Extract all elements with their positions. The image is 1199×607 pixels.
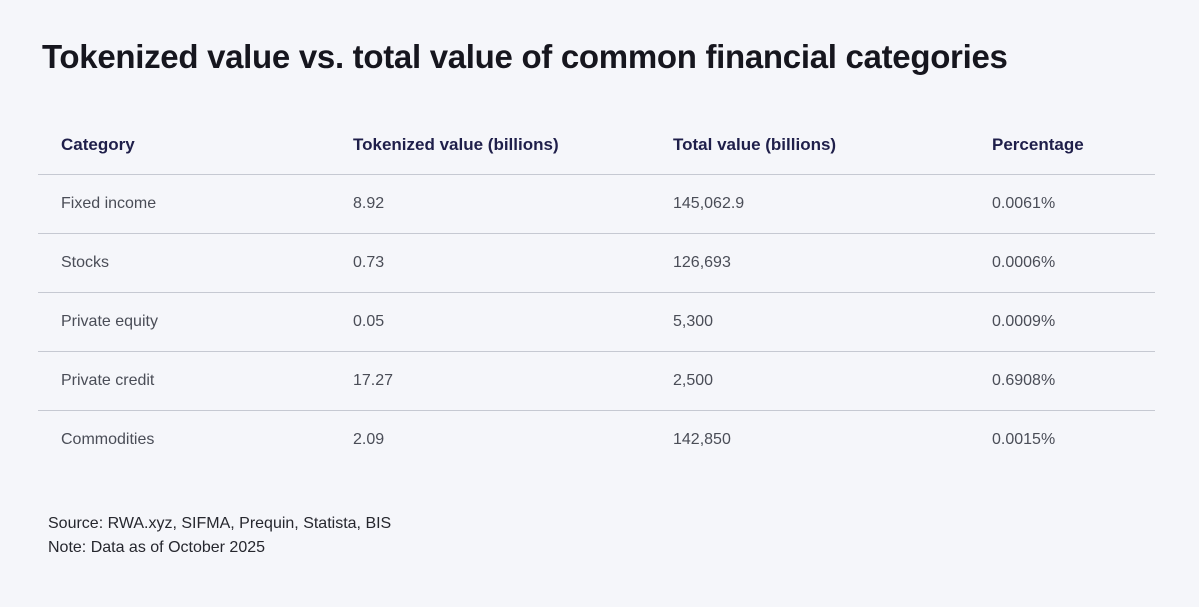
- cell-percentage: 0.0009%: [992, 292, 1155, 352]
- header-percentage: Percentage: [992, 116, 1155, 175]
- cell-total-value: 126,693: [673, 233, 992, 293]
- cell-tokenized-value: 0.05: [353, 292, 673, 352]
- cell-percentage: 0.6908%: [992, 351, 1155, 411]
- source-note: Source: RWA.xyz, SIFMA, Prequin, Statist…: [48, 515, 392, 532]
- cell-total-value: 2,500: [673, 351, 992, 411]
- cell-category: Fixed income: [38, 174, 353, 234]
- cell-category: Private credit: [38, 351, 353, 411]
- table-row: Private equity 0.05 5,300 0.0009%: [38, 292, 1155, 352]
- header-category: Category: [38, 116, 353, 175]
- table-header-row: Category Tokenized value (billions) Tota…: [38, 116, 1155, 175]
- cell-tokenized-value: 17.27: [353, 351, 673, 411]
- cell-percentage: 0.0015%: [992, 431, 1056, 448]
- page-title: Tokenized value vs. total value of commo…: [42, 38, 1008, 75]
- date-note: Note: Data as of October 2025: [48, 539, 266, 556]
- table-row: Fixed income 8.92 145,062.9 0.0061%: [38, 174, 1155, 234]
- cell-tokenized-value: 8.92: [353, 174, 673, 234]
- cell-tokenized-value: 2.09: [353, 431, 385, 448]
- cell-tokenized-value: 0.73: [353, 233, 673, 293]
- table-row: Stocks 0.73 126,693 0.0006%: [38, 233, 1155, 293]
- cell-percentage: 0.0006%: [992, 233, 1155, 293]
- cell-category: Private equity: [38, 292, 353, 352]
- cell-category: Stocks: [38, 233, 353, 293]
- cell-percentage: 0.0061%: [992, 174, 1155, 234]
- table-row: Commodities 2.09 142,850 0.0015%: [38, 411, 1155, 470]
- cell-category: Commodities: [61, 431, 155, 448]
- footnotes: Source: RWA.xyz, SIFMA, Prequin, Statist…: [48, 512, 391, 560]
- cell-total-value: 142,850: [673, 431, 731, 448]
- table-row: Private credit 17.27 2,500 0.6908%: [38, 351, 1155, 411]
- cell-total-value: 5,300: [673, 292, 992, 352]
- header-tokenized-value: Tokenized value (billions): [353, 116, 673, 175]
- data-table: Category Tokenized value (billions) Tota…: [38, 116, 1155, 469]
- header-total-value: Total value (billions): [673, 116, 992, 175]
- cell-total-value: 145,062.9: [673, 174, 992, 234]
